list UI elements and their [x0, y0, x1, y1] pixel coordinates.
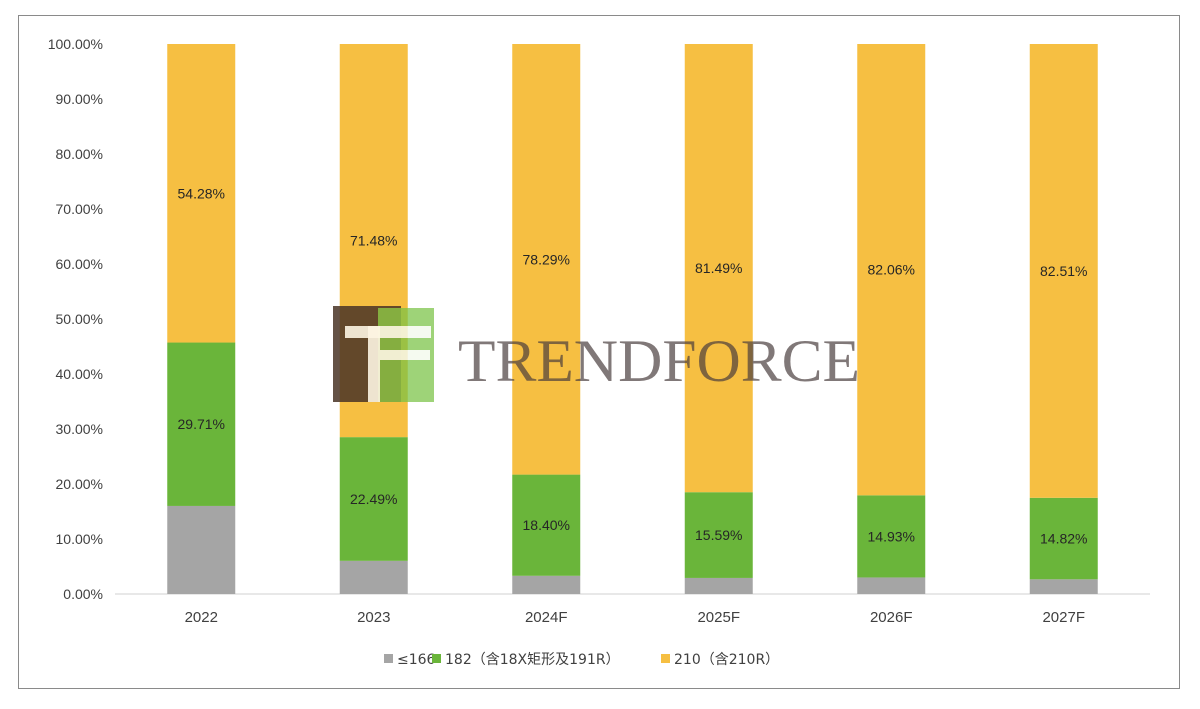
y-tick-label: 40.00%: [56, 366, 103, 382]
bar-segment: [1029, 579, 1098, 594]
data-label: 71.48%: [350, 233, 397, 249]
watermark-logo-stem: [368, 326, 380, 402]
bar-segment: [857, 44, 926, 496]
legend-swatch: [432, 654, 441, 663]
y-tick-label: 50.00%: [56, 311, 103, 327]
bar-segment: [1029, 44, 1098, 498]
legend-label: ≤166: [397, 652, 436, 668]
y-tick-label: 60.00%: [56, 256, 103, 272]
data-label: 15.59%: [695, 527, 742, 543]
bar-segment: [339, 560, 408, 594]
data-label: 54.28%: [178, 185, 225, 201]
data-label: 81.49%: [695, 260, 742, 276]
y-tick-label: 90.00%: [56, 91, 103, 107]
legend-label: 210（含210R）: [674, 652, 779, 668]
y-tick-label: 0.00%: [63, 586, 103, 602]
x-tick-label: 2026F: [870, 609, 913, 626]
bar-segment: [167, 505, 236, 594]
bar-segment: [512, 474, 581, 576]
data-label: 78.29%: [523, 251, 570, 267]
legend-swatch: [384, 654, 393, 663]
chart-data-labels: 29.71% 54.28% 22.49% 71.48% 18.40% 78.29% 15.5…: [178, 185, 1088, 546]
data-label: 18.40%: [523, 517, 570, 533]
x-tick-label: 2025F: [697, 609, 740, 626]
watermark-logo-bar-top: [345, 326, 431, 338]
data-label: 14.82%: [1040, 531, 1087, 547]
chart-legend: ≤166 182（含18X矩形及191R） 210（含210R）: [384, 652, 779, 668]
data-label: 82.51%: [1040, 263, 1087, 279]
bar-segment: [684, 44, 753, 493]
bar-segment: [857, 495, 926, 578]
bar-segment: [512, 44, 581, 475]
watermark-logo-bar-mid: [380, 350, 430, 360]
y-tick-label: 100.00%: [48, 36, 103, 52]
bar-segment: [339, 437, 408, 561]
x-tick-label: 2027F: [1042, 609, 1085, 626]
legend-swatch: [661, 654, 670, 663]
chart-bars: [167, 44, 1098, 594]
y-tick-label: 10.00%: [56, 531, 103, 547]
bar-segment: [167, 342, 236, 506]
data-label: 22.49%: [350, 491, 397, 507]
x-tick-label: 2023: [357, 609, 390, 626]
bar-segment: [167, 44, 236, 343]
chart-axes: 0.00% 10.00% 20.00% 30.00% 40.00% 50.00% 60.00…: [48, 36, 1150, 626]
x-tick-label: 2022: [185, 609, 218, 626]
y-tick-label: 20.00%: [56, 476, 103, 492]
data-label: 14.93%: [868, 528, 915, 544]
bar-segment: [684, 577, 753, 594]
y-tick-label: 30.00%: [56, 421, 103, 437]
bar-segment: [512, 575, 581, 594]
bar-segment: [857, 577, 926, 594]
bar-segment: [1029, 497, 1098, 580]
x-tick-label: 2024F: [525, 609, 568, 626]
data-label: 29.71%: [178, 416, 225, 432]
y-tick-label: 70.00%: [56, 201, 103, 217]
watermark-text: TRENDFORCE: [458, 328, 860, 394]
y-tick-label: 80.00%: [56, 146, 103, 162]
legend-label: 182（含18X矩形及191R）: [445, 652, 620, 668]
bar-segment: [684, 492, 753, 578]
trendforce-watermark: TRENDFORCE: [333, 306, 860, 402]
data-label: 82.06%: [868, 262, 915, 278]
